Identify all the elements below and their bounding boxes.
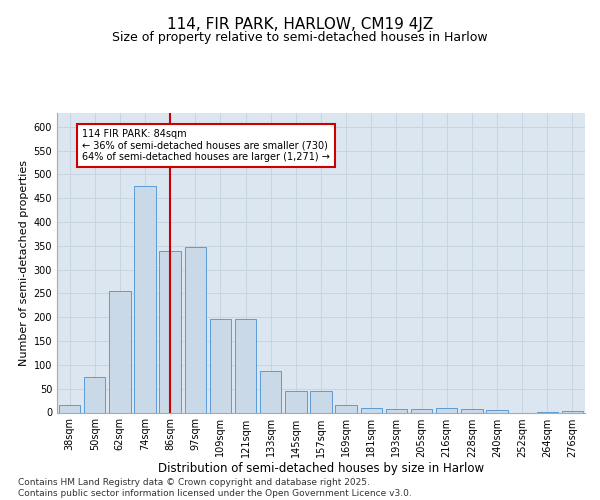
Bar [235,319,256,412]
Bar [361,408,382,412]
Bar [487,410,508,412]
Bar [335,406,357,412]
Bar [411,409,432,412]
Bar [210,319,231,412]
Y-axis label: Number of semi-detached properties: Number of semi-detached properties [19,160,29,366]
Bar [310,390,332,412]
Bar [436,408,457,412]
Bar [386,409,407,412]
Text: 114, FIR PARK, HARLOW, CM19 4JZ: 114, FIR PARK, HARLOW, CM19 4JZ [167,18,433,32]
Bar [260,371,281,412]
Text: 114 FIR PARK: 84sqm
← 36% of semi-detached houses are smaller (730)
64% of semi-: 114 FIR PARK: 84sqm ← 36% of semi-detach… [82,129,330,162]
Bar [461,409,482,412]
Bar [84,377,106,412]
Bar [185,248,206,412]
Bar [285,390,307,412]
X-axis label: Distribution of semi-detached houses by size in Harlow: Distribution of semi-detached houses by … [158,462,484,475]
Bar [562,411,583,412]
Text: Contains HM Land Registry data © Crown copyright and database right 2025.
Contai: Contains HM Land Registry data © Crown c… [18,478,412,498]
Bar [109,291,131,412]
Bar [134,186,155,412]
Text: Size of property relative to semi-detached houses in Harlow: Size of property relative to semi-detach… [112,31,488,44]
Bar [160,250,181,412]
Bar [59,406,80,412]
